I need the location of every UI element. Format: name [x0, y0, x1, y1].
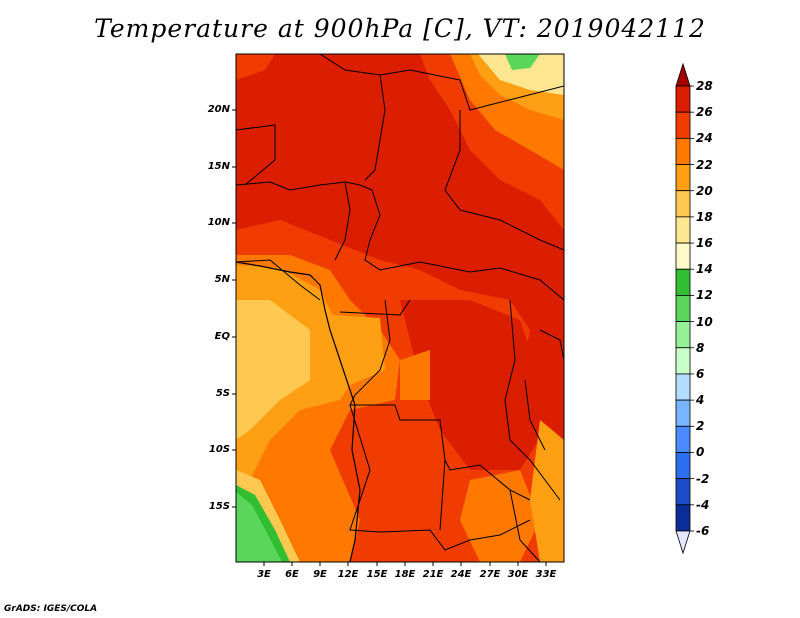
colorbar-segment: [675, 295, 691, 322]
colorbar-segment: [675, 190, 691, 218]
map-title: Temperature at 900hPa [C], VT: 201904211…: [94, 14, 706, 43]
colorbar-bottom-triangle: [675, 530, 691, 555]
colorbar-label: 0: [696, 445, 705, 460]
field-congo-24: [400, 350, 430, 400]
colorbar-label: 8: [696, 340, 705, 355]
colorbar-segment: [675, 504, 691, 532]
map-frame: [235, 53, 565, 563]
colorbar-segment: [675, 268, 691, 296]
field-sw-12: [236, 492, 282, 562]
colorbar-label: 6: [696, 366, 705, 381]
lat-label: 10N: [207, 217, 230, 228]
field-gabon-22: [330, 315, 385, 385]
colorbar-label: 22: [696, 157, 713, 172]
colorbar-label: 28: [696, 79, 713, 93]
field-ne-18: [478, 54, 564, 95]
colorbar-label: 2: [696, 419, 705, 434]
temperature-field: [236, 54, 564, 562]
colorbar-segment: [675, 164, 691, 192]
colorbar-segment: [675, 321, 691, 349]
lon-label: 12E: [337, 569, 359, 580]
colorbar-label: 24: [696, 131, 713, 146]
colorbar-label: -6: [696, 524, 710, 538]
lat-label: 20N: [207, 104, 230, 115]
field-east-22: [530, 420, 564, 562]
colorbar-segment: [675, 425, 691, 453]
lat-label: 5N: [214, 274, 230, 285]
lon-label: 27E: [479, 569, 501, 580]
colorbar-segment: [675, 111, 691, 139]
lon-label: 30E: [507, 569, 529, 580]
colorbar-label: 10: [696, 314, 713, 329]
field-nw-26: [236, 54, 275, 80]
colorbar-label: 26: [696, 105, 713, 120]
lat-label: 15S: [208, 501, 230, 512]
lat-label: 15N: [207, 161, 230, 172]
colorbar-segment: [675, 242, 691, 270]
lat-label: EQ: [214, 331, 230, 342]
lon-label: 3E: [257, 569, 271, 580]
colorbar-label: 16: [696, 236, 713, 251]
lon-label: 33E: [535, 569, 557, 580]
colorbar-segment: [675, 137, 691, 165]
colorbar-segment: [675, 478, 691, 506]
colorbar-label: 20: [696, 183, 713, 198]
colorbar-segment: [675, 347, 691, 375]
field-ne-12: [505, 54, 540, 70]
lon-label: 21E: [422, 569, 444, 580]
lat-label: 5S: [215, 388, 230, 399]
lat-label: 10S: [208, 444, 230, 455]
colorbar-label: 12: [696, 288, 713, 303]
lon-label: 18E: [394, 569, 416, 580]
lon-label: 15E: [366, 569, 388, 580]
colorbar-label: 4: [696, 393, 705, 408]
colorbar-label: 18: [696, 209, 713, 224]
colorbar-segment: [675, 373, 691, 401]
axis-ticks: [232, 109, 547, 566]
colorbar-label: -2: [696, 471, 710, 486]
credit-text: GrADS: IGES/COLA: [4, 604, 98, 614]
colorbar-label: 14: [696, 262, 713, 277]
colorbar-segment: [675, 452, 691, 480]
colorbar-segment: [675, 216, 691, 244]
lon-label: 9E: [313, 569, 327, 580]
lon-label: 6E: [285, 569, 299, 580]
colorbar: [675, 62, 694, 555]
coastline: [235, 261, 361, 563]
colorbar-label: -4: [696, 497, 710, 512]
colorbar-segment: [675, 85, 691, 113]
lon-label: 24E: [450, 569, 472, 580]
colorbar-segment: [675, 399, 691, 427]
colorbar-top-triangle: [675, 62, 691, 87]
field-coast-20: [236, 300, 310, 440]
country-borders: [236, 54, 564, 562]
